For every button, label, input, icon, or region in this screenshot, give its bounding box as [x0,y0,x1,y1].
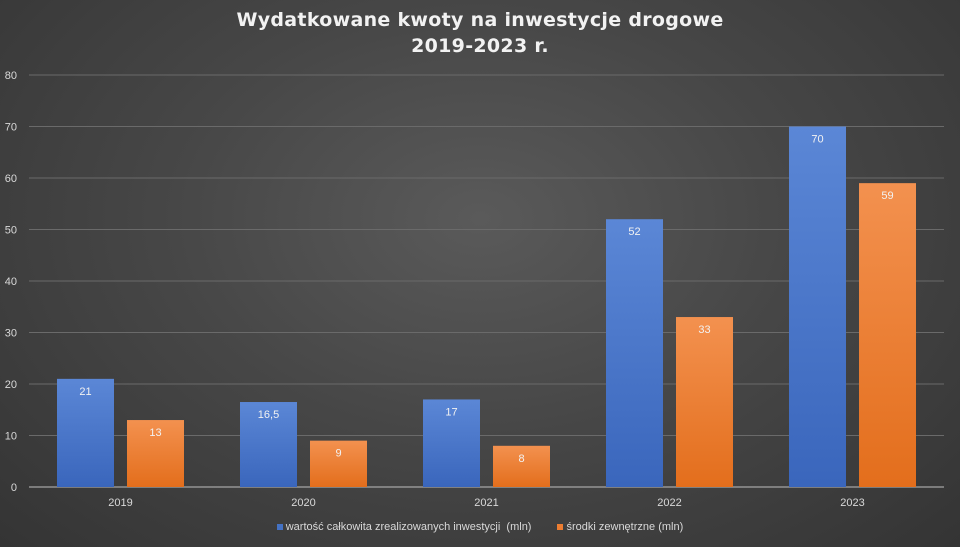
x-tick-label: 2020 [291,497,315,509]
y-tick-label: 70 [5,122,17,134]
data-label: 17 [445,406,457,418]
x-tick-label: 2019 [108,497,132,509]
bar-external-2020 [310,440,367,487]
data-label: 70 [811,134,823,146]
data-label: 9 [335,448,341,460]
y-tick-label: 80 [5,70,17,82]
data-label: 59 [881,190,893,202]
bar-total-2021 [423,399,480,487]
x-tick-label: 2022 [657,497,681,509]
data-label: 8 [518,453,524,465]
legend-swatch-series-1 [276,524,283,530]
legend-label-series-1: wartość całkowita zrealizowanych inwesty… [285,521,532,533]
data-label: 33 [698,324,710,336]
y-tick-label: 0 [11,482,17,494]
y-tick-label: 10 [5,431,17,443]
bar-total-2022 [606,219,663,487]
bar-external-2023 [859,183,916,487]
bar-external-2021 [493,445,550,487]
legend-swatch-series-2 [557,524,564,530]
data-label: 21 [79,386,91,398]
x-tick-label: 2021 [474,497,498,509]
legend-item-series-2: środki zewnętrzne (mln) [557,521,683,533]
chart-legend: wartość całkowita zrealizowanych inwesty… [0,521,960,533]
y-tick-label: 60 [5,173,17,185]
bar-total-2019 [57,378,114,487]
data-label: 52 [628,226,640,238]
bar-external-2019 [127,420,184,487]
x-tick-label: 2023 [840,497,864,509]
y-tick-label: 20 [5,379,17,391]
legend-item-series-1: wartość całkowita zrealizowanych inwesty… [276,521,532,533]
data-label: 13 [149,427,161,439]
data-label: 16,5 [258,409,279,421]
chart-title: Wydatkowane kwoty na inwestycje drogowe [236,9,724,31]
chart-subtitle: 2019-2023 r. [411,35,549,57]
y-tick-label: 30 [5,328,17,340]
legend-label-series-2: środki zewnętrzne (mln) [566,521,684,533]
bar-total-2023 [789,126,846,487]
y-tick-label: 40 [5,276,17,288]
bar-external-2022 [676,317,733,487]
y-tick-label: 50 [5,225,17,237]
bar-total-2020 [240,402,297,487]
